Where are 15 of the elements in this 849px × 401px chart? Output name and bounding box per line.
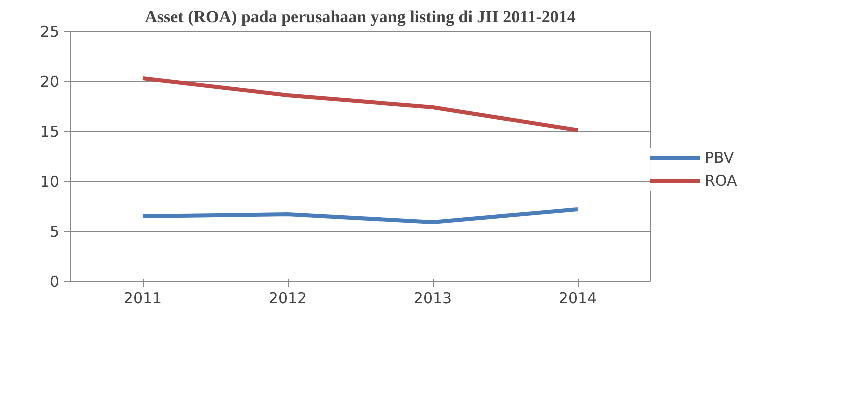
x-tick-label: 2012 [268,290,308,308]
legend-label: PBV [705,149,734,167]
line-series [141,76,580,132]
y-tick-label: 5 [50,223,60,241]
chart-title: Asset (ROA) pada perusahaan yang listing di JII 2011-2014 [145,8,576,26]
y-tick-label: 15 [40,123,60,141]
x-tick-label: 2011 [124,290,162,308]
x-tick-label: 2013 [414,290,452,308]
y-tick-label: 20 [40,73,60,91]
y-tick-label: 25 [40,23,60,41]
legend-label: ROA [705,172,738,190]
y-tick-label: 10 [40,173,60,191]
line-series [141,208,580,224]
x-tick-label: 2014 [558,290,598,308]
y-tick-label: 0 [50,273,60,291]
